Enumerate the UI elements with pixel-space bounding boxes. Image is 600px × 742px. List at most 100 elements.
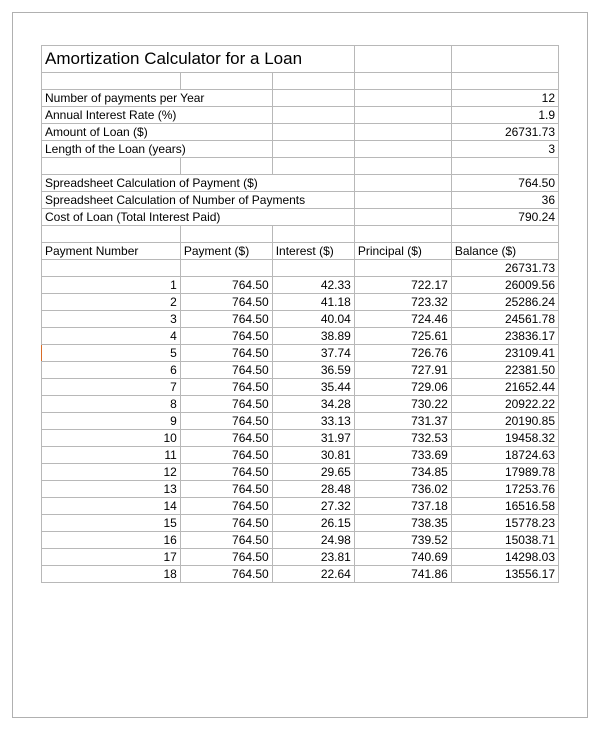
empty-cell [354, 107, 451, 124]
table-row: 18764.5022.64741.8613556.17 [42, 566, 559, 583]
empty-cell [354, 209, 451, 226]
header-payment-number: Payment Number [42, 243, 181, 260]
empty-cell [272, 124, 354, 141]
cell-payment: 764.50 [180, 498, 272, 515]
cell-payment-number: 14 [42, 498, 181, 515]
table-row: 16764.5024.98739.5215038.71 [42, 532, 559, 549]
cell-principal: 736.02 [354, 481, 451, 498]
header-principal: Principal ($) [354, 243, 451, 260]
amortization-table: Amortization Calculator for a Loan Numbe… [41, 45, 559, 583]
empty-cell [354, 46, 451, 73]
empty-cell [354, 192, 451, 209]
table-row: 6764.5036.59727.9122381.50 [42, 362, 559, 379]
cell-payment: 764.50 [180, 515, 272, 532]
table-row: 11764.5030.81733.6918724.63 [42, 447, 559, 464]
empty-cell [354, 141, 451, 158]
cell-balance: 26009.56 [451, 277, 558, 294]
cell-principal: 725.61 [354, 328, 451, 345]
cell-payment-number: 11 [42, 447, 181, 464]
cell-principal: 730.22 [354, 396, 451, 413]
cell-principal: 737.18 [354, 498, 451, 515]
label-length-years: Length of the Loan (years) [42, 141, 273, 158]
cell-balance: 21652.44 [451, 379, 558, 396]
table-row: 17764.5023.81740.6914298.03 [42, 549, 559, 566]
cell-payment: 764.50 [180, 447, 272, 464]
cell-payment-number: 9 [42, 413, 181, 430]
cell-interest: 38.89 [272, 328, 354, 345]
cell-payment: 764.50 [180, 430, 272, 447]
empty-cell [42, 260, 181, 277]
table-row: 8764.5034.28730.2220922.22 [42, 396, 559, 413]
input-row: Length of the Loan (years) 3 [42, 141, 559, 158]
label-calc-num-payments: Spreadsheet Calculation of Number of Pay… [42, 192, 355, 209]
cell-interest: 35.44 [272, 379, 354, 396]
cell-interest: 30.81 [272, 447, 354, 464]
cell-balance: 24561.78 [451, 311, 558, 328]
cell-payment-number: 2 [42, 294, 181, 311]
table-row: 7764.5035.44729.0621652.44 [42, 379, 559, 396]
page-container: Amortization Calculator for a Loan Numbe… [12, 12, 588, 718]
table-row: 1764.5042.33722.1726009.56 [42, 277, 559, 294]
cell-payment-number: 18 [42, 566, 181, 583]
cell-balance: 19458.32 [451, 430, 558, 447]
initial-balance: 26731.73 [451, 260, 558, 277]
value-calc-cost: 790.24 [451, 209, 558, 226]
cell-payment: 764.50 [180, 345, 272, 362]
table-row: 5764.5037.74726.7623109.41 [42, 345, 559, 362]
blank-row [42, 73, 559, 90]
cell-balance: 17253.76 [451, 481, 558, 498]
cell-principal: 731.37 [354, 413, 451, 430]
value-annual-rate: 1.9 [451, 107, 558, 124]
cell-balance: 14298.03 [451, 549, 558, 566]
cell-balance: 20190.85 [451, 413, 558, 430]
cell-payment: 764.50 [180, 549, 272, 566]
blank-row [42, 158, 559, 175]
empty-cell [451, 46, 558, 73]
cell-payment-number: 8 [42, 396, 181, 413]
input-row: Number of payments per Year 12 [42, 90, 559, 107]
cell-payment: 764.50 [180, 532, 272, 549]
table-row: 3764.5040.04724.4624561.78 [42, 311, 559, 328]
table-row: 4764.5038.89725.6123836.17 [42, 328, 559, 345]
empty-cell [180, 260, 272, 277]
input-row: Annual Interest Rate (%) 1.9 [42, 107, 559, 124]
cell-payment: 764.50 [180, 396, 272, 413]
label-num-payments-per-year: Number of payments per Year [42, 90, 273, 107]
cell-balance: 20922.22 [451, 396, 558, 413]
cell-payment-number: 4 [42, 328, 181, 345]
table-row: 12764.5029.65734.8517989.78 [42, 464, 559, 481]
label-calc-payment: Spreadsheet Calculation of Payment ($) [42, 175, 355, 192]
label-amount: Amount of Loan ($) [42, 124, 273, 141]
cell-principal: 733.69 [354, 447, 451, 464]
cell-balance: 22381.50 [451, 362, 558, 379]
cell-balance: 13556.17 [451, 566, 558, 583]
cell-balance: 17989.78 [451, 464, 558, 481]
cell-payment-number: 5 [42, 345, 181, 362]
cell-payment: 764.50 [180, 294, 272, 311]
cell-payment-number: 15 [42, 515, 181, 532]
cell-principal: 740.69 [354, 549, 451, 566]
calc-row: Spreadsheet Calculation of Payment ($) 7… [42, 175, 559, 192]
cell-payment-number: 17 [42, 549, 181, 566]
cell-principal: 729.06 [354, 379, 451, 396]
empty-cell [354, 260, 451, 277]
table-row: 15764.5026.15738.3515778.23 [42, 515, 559, 532]
cell-payment-number: 10 [42, 430, 181, 447]
cell-payment: 764.50 [180, 277, 272, 294]
cell-principal: 726.76 [354, 345, 451, 362]
value-calc-num-payments: 36 [451, 192, 558, 209]
cell-interest: 34.28 [272, 396, 354, 413]
calc-row: Cost of Loan (Total Interest Paid) 790.2… [42, 209, 559, 226]
cell-payment-number: 16 [42, 532, 181, 549]
cell-payment: 764.50 [180, 413, 272, 430]
empty-cell [272, 260, 354, 277]
cell-interest: 37.74 [272, 345, 354, 362]
header-balance: Balance ($) [451, 243, 558, 260]
cell-payment: 764.50 [180, 311, 272, 328]
cell-interest: 24.98 [272, 532, 354, 549]
cell-balance: 23109.41 [451, 345, 558, 362]
table-row: 9764.5033.13731.3720190.85 [42, 413, 559, 430]
cell-payment-number: 1 [42, 277, 181, 294]
cell-principal: 727.91 [354, 362, 451, 379]
header-payment: Payment ($) [180, 243, 272, 260]
